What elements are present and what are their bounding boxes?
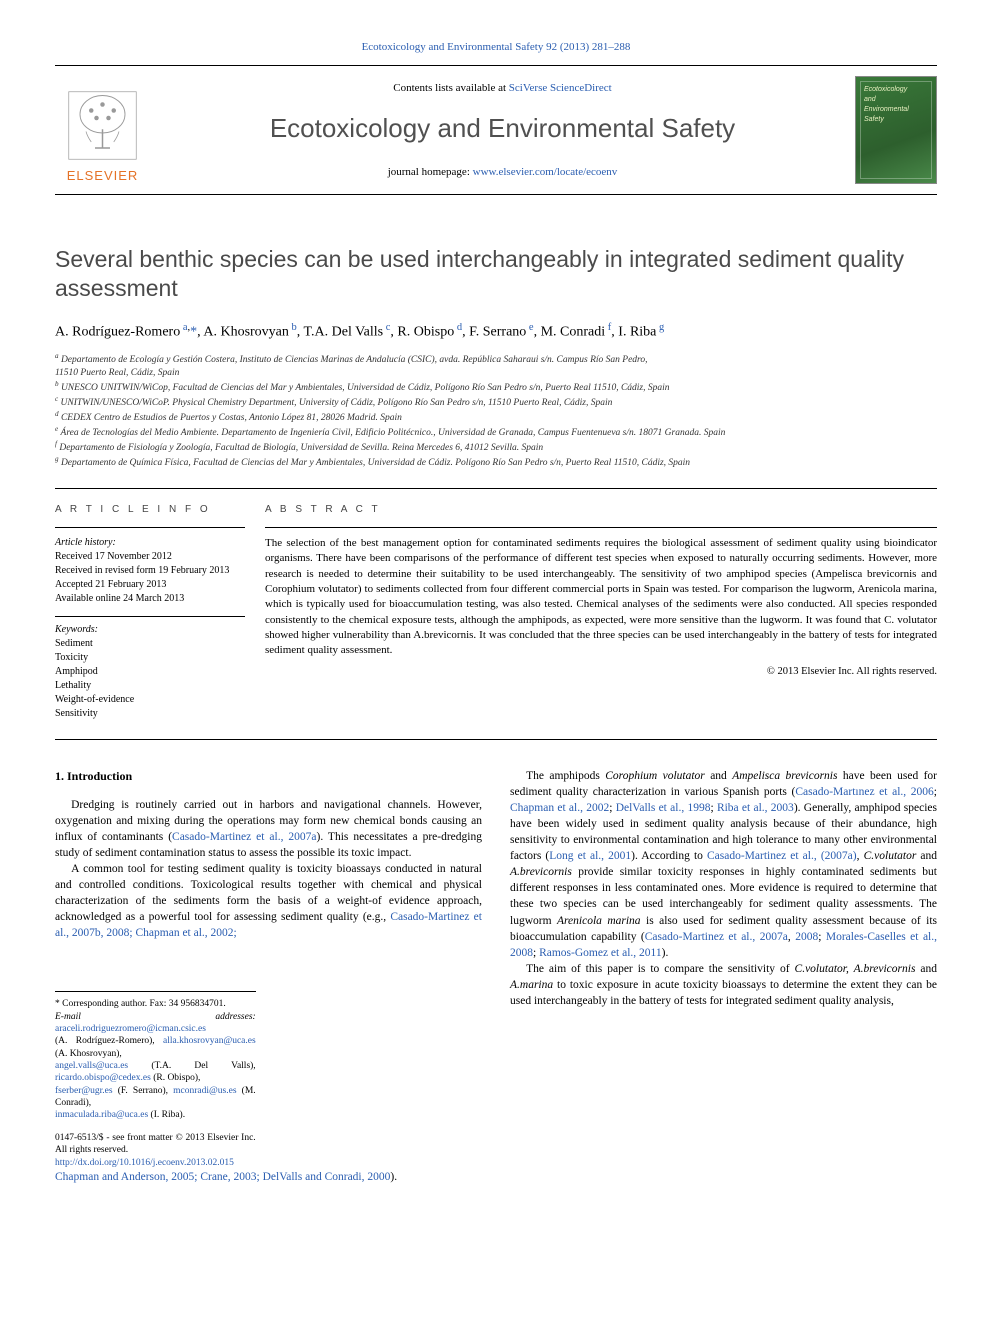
citation-link[interactable]: 2008 bbox=[795, 931, 818, 943]
history-label: Article history: bbox=[55, 536, 245, 550]
affil-link-g[interactable]: g bbox=[659, 322, 664, 333]
body-paragraph: Dredging is routinely carried out in har… bbox=[55, 797, 482, 861]
corresponding-author: * Corresponding author. Fax: 34 95683470… bbox=[55, 998, 256, 1010]
citation-link[interactable]: Casado-Martinez et al., 2007a bbox=[172, 831, 316, 843]
body-paragraph: The amphipods Corophium volutator and Am… bbox=[510, 768, 937, 961]
citation-link[interactable]: DelValls et al., 1998 bbox=[616, 802, 711, 814]
contents-available: Contents lists available at SciVerse Sci… bbox=[160, 81, 845, 96]
article-title: Several benthic species can be used inte… bbox=[55, 245, 937, 303]
affiliations-block: a Departamento de Ecología y Gestión Cos… bbox=[55, 352, 937, 470]
citation-link[interactable]: Ramos-Gomez et al., 2011 bbox=[539, 947, 662, 959]
abstract-column: A B S T R A C T The selection of the bes… bbox=[265, 503, 937, 721]
abstract-copyright: © 2013 Elsevier Inc. All rights reserved… bbox=[265, 665, 937, 680]
body-paragraph: A common tool for testing sediment quali… bbox=[55, 861, 482, 941]
affiliation: g Departamento de Química Física, Facult… bbox=[55, 455, 937, 470]
article-body: 1. Introduction Dredging is routinely ca… bbox=[55, 768, 937, 1185]
affiliation: b UNESCO UNITWIN/WiCop, Facultad de Cien… bbox=[55, 380, 937, 395]
corresponding-link[interactable]: * bbox=[190, 325, 197, 340]
introduction-heading: 1. Introduction bbox=[55, 768, 482, 785]
citation-link[interactable]: Chapman et al., 2002 bbox=[510, 802, 609, 814]
email-link[interactable]: araceli.rodriguezromero@icman.csic.es bbox=[55, 1024, 206, 1034]
email-link[interactable]: inmaculada.riba@uca.es bbox=[55, 1110, 148, 1120]
article-info-column: A R T I C L E I N F O Article history: R… bbox=[55, 503, 265, 721]
email-addresses: E-mail addresses: araceli.rodriguezromer… bbox=[55, 1011, 256, 1122]
email-link[interactable]: mconradi@us.es bbox=[173, 1086, 236, 1096]
affil-link-c[interactable]: c bbox=[386, 322, 391, 333]
article-info-label: A R T I C L E I N F O bbox=[55, 503, 245, 517]
doi-link[interactable]: http://dx.doi.org/10.1016/j.ecoenv.2013.… bbox=[55, 1158, 234, 1168]
keyword-item: Sediment bbox=[55, 637, 245, 651]
keyword-item: Sensitivity bbox=[55, 707, 245, 721]
affil-link-b[interactable]: b bbox=[292, 322, 297, 333]
sciencedirect-link[interactable]: SciVerse ScienceDirect bbox=[509, 82, 612, 94]
affil-link-d[interactable]: d bbox=[457, 322, 462, 333]
doi-block: 0147-6513/$ - see front matter © 2013 El… bbox=[55, 1132, 256, 1169]
correspondence-footnote: * Corresponding author. Fax: 34 95683470… bbox=[55, 991, 256, 1168]
affiliation: c UNITWIN/UNESCO/WiCoP. Physical Chemist… bbox=[55, 395, 937, 410]
affiliation: a Departamento de Ecología y Gestión Cos… bbox=[55, 352, 937, 380]
citation-link[interactable]: Casado-Martınez et al., 2006 bbox=[795, 786, 933, 798]
affiliation: e Área de Tecnologías del Medio Ambiente… bbox=[55, 425, 937, 440]
citation-link[interactable]: Casado-Martinez et al., 2007a bbox=[645, 931, 788, 943]
section-divider bbox=[55, 739, 937, 740]
elsevier-logo: ELSEVIER bbox=[55, 75, 150, 185]
homepage-link[interactable]: www.elsevier.com/locate/ecoenv bbox=[473, 166, 618, 178]
affil-link-e[interactable]: e bbox=[529, 322, 534, 333]
keyword-item: Amphipod bbox=[55, 665, 245, 679]
authors-list: A. Rodríguez-Romero a,*, A. Khosrovyan b… bbox=[55, 321, 937, 342]
affil-link-f[interactable]: f bbox=[608, 322, 612, 333]
header-center: Contents lists available at SciVerse Sci… bbox=[150, 81, 855, 180]
history-online: Available online 24 March 2013 bbox=[55, 592, 245, 606]
body-paragraph: Chapman and Anderson, 2005; Crane, 2003;… bbox=[55, 1169, 482, 1185]
history-accepted: Accepted 21 February 2013 bbox=[55, 578, 245, 592]
running-header-link[interactable]: Ecotoxicology and Environmental Safety 9… bbox=[362, 41, 631, 53]
journal-name: Ecotoxicology and Environmental Safety bbox=[160, 110, 845, 146]
keyword-item: Toxicity bbox=[55, 651, 245, 665]
abstract-text: The selection of the best management opt… bbox=[265, 536, 937, 659]
abstract-label: A B S T R A C T bbox=[265, 503, 937, 517]
affiliation: d CEDEX Centro de Estudios de Puertos y … bbox=[55, 410, 937, 425]
keywords-label: Keywords: bbox=[55, 623, 245, 637]
email-link[interactable]: alla.khosrovyan@uca.es bbox=[163, 1036, 256, 1046]
running-header: Ecotoxicology and Environmental Safety 9… bbox=[55, 40, 937, 55]
journal-homepage: journal homepage: www.elsevier.com/locat… bbox=[160, 165, 845, 180]
email-link[interactable]: fserber@ugr.es bbox=[55, 1086, 113, 1096]
citation-link[interactable]: Long et al., 2001 bbox=[549, 850, 631, 862]
keyword-item: Lethality bbox=[55, 679, 245, 693]
keyword-item: Weight-of-evidence bbox=[55, 693, 245, 707]
history-received: Received 17 November 2012 bbox=[55, 550, 245, 564]
affiliation: f Departamento de Fisiología y Zoología,… bbox=[55, 440, 937, 455]
journal-cover-thumbnail: Ecotoxicology and Environmental Safety bbox=[855, 76, 937, 184]
elsevier-wordmark: ELSEVIER bbox=[67, 167, 139, 185]
citation-link[interactable]: Riba et al., 2003 bbox=[717, 802, 794, 814]
elsevier-tree-icon bbox=[65, 88, 140, 163]
front-matter-line: 0147-6513/$ - see front matter © 2013 El… bbox=[55, 1132, 256, 1157]
citation-link[interactable]: Chapman and Anderson, 2005; Crane, 2003;… bbox=[55, 1171, 390, 1183]
body-paragraph: The aim of this paper is to compare the … bbox=[510, 961, 937, 1009]
affil-link-a[interactable]: a bbox=[183, 322, 188, 333]
email-link[interactable]: angel.valls@uca.es bbox=[55, 1061, 128, 1071]
history-revised: Received in revised form 19 February 201… bbox=[55, 564, 245, 578]
article-meta-row: A R T I C L E I N F O Article history: R… bbox=[55, 488, 937, 721]
email-link[interactable]: ricardo.obispo@cedex.es bbox=[55, 1073, 151, 1083]
citation-link[interactable]: Casado-Martinez et al., (2007a) bbox=[707, 850, 857, 862]
journal-header: ELSEVIER Contents lists available at Sci… bbox=[55, 65, 937, 195]
